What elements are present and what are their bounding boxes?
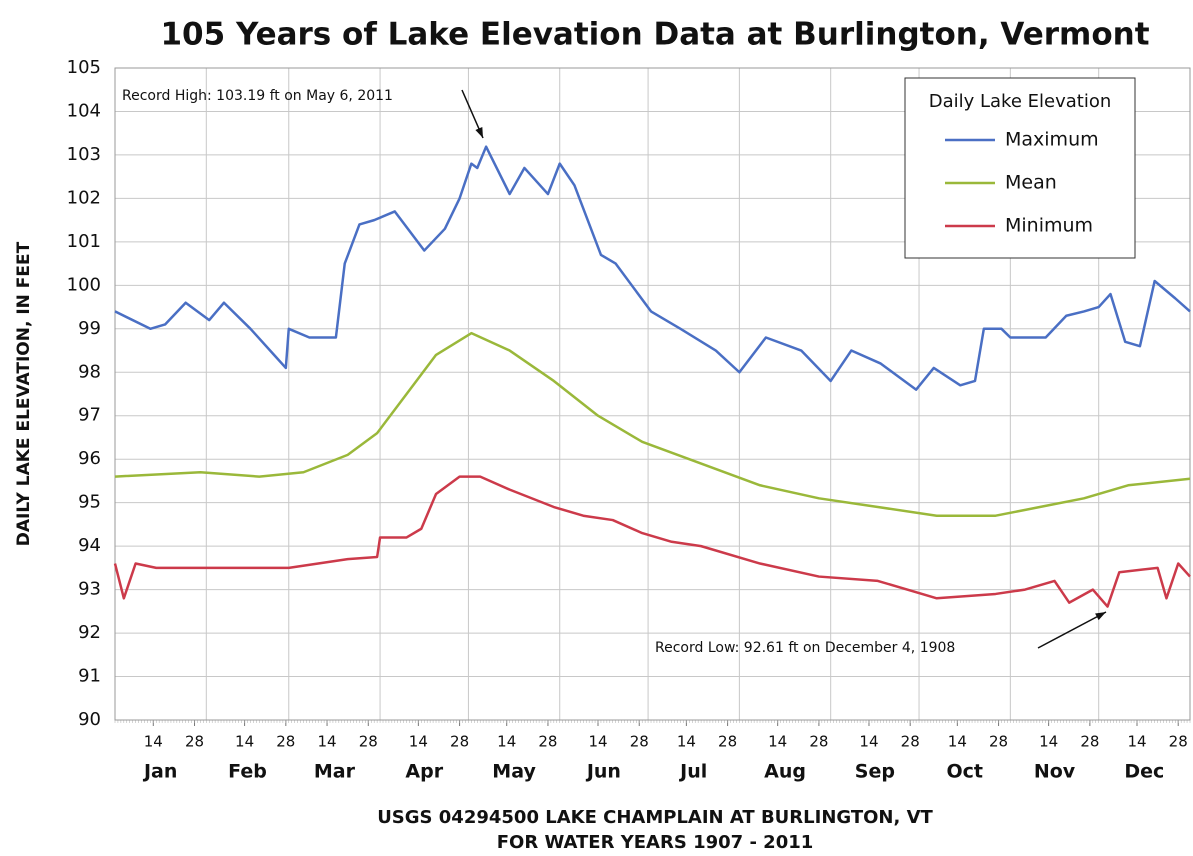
y-tick-label: 97 <box>78 405 101 426</box>
y-tick-label: 92 <box>78 622 101 643</box>
month-label: Dec <box>1124 761 1164 783</box>
month-label: Apr <box>405 761 443 783</box>
month-label: Jan <box>142 761 177 783</box>
x-tick-label: 14 <box>1039 733 1058 751</box>
legend-title: Daily Lake Elevation <box>929 91 1112 112</box>
month-label: May <box>492 761 536 783</box>
x-tick-label: 28 <box>359 733 378 751</box>
x-tick-label: 14 <box>859 733 878 751</box>
x-tick-label: 28 <box>718 733 737 751</box>
x-tick-label: 28 <box>901 733 920 751</box>
legend-label: Maximum <box>1005 129 1099 151</box>
x-tick-label: 14 <box>677 733 696 751</box>
annotation: Record Low: 92.61 ft on December 4, 1908 <box>655 640 955 656</box>
y-tick-label: 90 <box>78 709 101 730</box>
x-tick-label: 14 <box>588 733 607 751</box>
month-label: Sep <box>855 761 895 783</box>
series-line <box>113 475 1191 608</box>
month-label: Oct <box>946 761 983 783</box>
x-tick-label: 28 <box>1169 733 1188 751</box>
month-label: Feb <box>228 761 267 783</box>
legend-label: Mean <box>1005 172 1057 194</box>
month-label: Aug <box>764 761 806 783</box>
x-tick-label: 28 <box>276 733 295 751</box>
month-label: Jul <box>678 761 707 783</box>
y-tick-label: 94 <box>78 535 101 556</box>
x-tick-label: 14 <box>235 733 254 751</box>
x-tick-label: 28 <box>989 733 1008 751</box>
y-tick-label: 100 <box>67 274 101 295</box>
month-label: Nov <box>1034 761 1076 783</box>
legend-box <box>904 77 1136 259</box>
y-tick-label: 102 <box>67 187 101 208</box>
x-tick-label: 14 <box>948 733 967 751</box>
arrow-head <box>475 127 483 138</box>
x-axis-label: FOR WATER YEARS 1907 - 2011 <box>497 832 814 853</box>
series-line <box>114 331 1191 517</box>
x-tick-label: 28 <box>450 733 469 751</box>
x-tick-label: 14 <box>318 733 337 751</box>
x-tick-label: 28 <box>538 733 557 751</box>
y-tick-label: 99 <box>78 318 101 339</box>
y-tick-label: 103 <box>67 144 101 165</box>
y-tick-label: 104 <box>67 100 101 121</box>
x-tick-label: 28 <box>185 733 204 751</box>
x-axis-label: USGS 04294500 LAKE CHAMPLAIN AT BURLINGT… <box>377 807 933 828</box>
x-tick-label: 14 <box>497 733 516 751</box>
plot-frame <box>114 67 1191 721</box>
y-tick-label: 96 <box>78 448 101 469</box>
y-tick-label: 95 <box>78 492 101 513</box>
x-tick-label: 14 <box>409 733 428 751</box>
annotation-arrow <box>1037 611 1107 649</box>
y-tick-label: 98 <box>78 361 101 382</box>
y-tick-label: 93 <box>78 579 101 600</box>
legend-label: Minimum <box>1005 215 1093 237</box>
arrow-head <box>1095 612 1106 621</box>
x-tick-label: 14 <box>144 733 163 751</box>
series-line <box>114 145 1191 391</box>
x-tick-label: 28 <box>809 733 828 751</box>
month-label: Jun <box>585 761 621 783</box>
x-tick-label: 28 <box>1080 733 1099 751</box>
x-tick-label: 14 <box>1127 733 1146 751</box>
y-tick-label: 91 <box>78 666 101 687</box>
chart-title: 105 Years of Lake Elevation Data at Burl… <box>160 17 1149 53</box>
x-tick-label: 28 <box>630 733 649 751</box>
y-tick-label: 101 <box>67 231 101 252</box>
annotation: Record High: 103.19 ft on May 6, 2011 <box>122 88 393 104</box>
month-label: Mar <box>314 761 356 783</box>
y-tick-label: 105 <box>67 57 101 78</box>
x-tick-label: 14 <box>768 733 787 751</box>
y-axis-label: DAILY LAKE ELEVATION, IN FEET <box>14 241 34 546</box>
